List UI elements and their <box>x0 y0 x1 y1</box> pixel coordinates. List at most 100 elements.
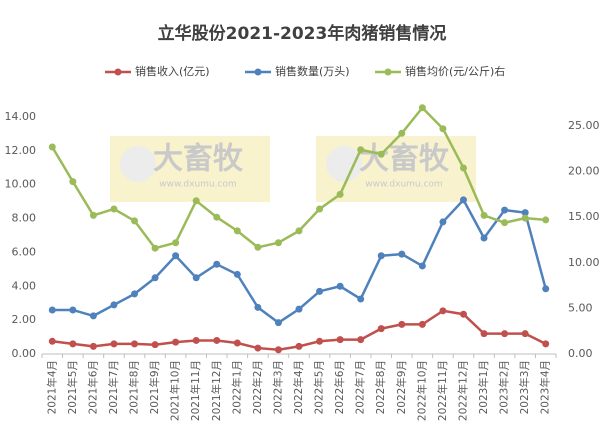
series-point <box>69 178 77 186</box>
x-tick-label: 2021年12月 <box>210 360 223 421</box>
x-tick-label: 2022年6月 <box>333 360 346 414</box>
series-point <box>233 270 241 278</box>
series-point <box>172 239 180 247</box>
series-point <box>254 303 262 311</box>
legend-label: 销售数量(万头) <box>275 64 350 78</box>
y-tick-label: 10.00 <box>5 178 37 191</box>
legend-label: 销售均价(元/公斤)右 <box>405 64 505 78</box>
series-point <box>295 305 303 313</box>
series-point <box>501 330 509 338</box>
legend-marker <box>254 68 262 76</box>
series-point <box>48 143 56 151</box>
chart-title: 立华股份2021-2023年肉猪销售情况 <box>158 23 447 44</box>
series-point <box>192 197 200 205</box>
series-point <box>542 285 550 293</box>
x-tick-label: 2022年12月 <box>456 360 469 421</box>
y2-tick-label: 10.00 <box>568 256 600 269</box>
x-tick-label: 2021年8月 <box>128 360 141 414</box>
y-tick-label: 12.00 <box>5 144 37 157</box>
series-point <box>192 274 200 282</box>
x-tick-label: 2023年3月 <box>518 360 531 414</box>
series-point <box>110 301 118 309</box>
series-point <box>131 290 139 298</box>
series-point <box>377 252 385 260</box>
x-tick-label: 2022年2月 <box>251 360 264 414</box>
series-point <box>89 312 97 320</box>
series-point <box>69 340 77 348</box>
series-point <box>172 338 180 346</box>
watermark-url: www.dxumu.com <box>159 180 236 190</box>
legend-marker <box>114 68 122 76</box>
series-point <box>213 336 221 344</box>
x-tick-label: 2023年2月 <box>498 360 511 414</box>
x-tick-label: 2021年5月 <box>66 360 79 414</box>
x-tick-label: 2022年4月 <box>292 360 305 414</box>
series-point <box>254 243 262 251</box>
x-tick-label: 2022年10月 <box>415 360 428 421</box>
series-point <box>295 342 303 350</box>
series-point <box>172 252 180 260</box>
series-point <box>48 306 56 314</box>
series-point <box>131 217 139 225</box>
y2-tick-label: 25.00 <box>568 119 600 132</box>
series-point <box>418 262 426 270</box>
series-point <box>110 205 118 213</box>
series-point <box>110 340 118 348</box>
series-point <box>151 341 159 349</box>
series-point <box>151 244 159 252</box>
series-point <box>274 319 282 327</box>
series-point <box>89 342 97 350</box>
series-point <box>213 213 221 221</box>
y2-tick-label: 20.00 <box>568 165 600 178</box>
series-point <box>418 104 426 112</box>
series-point <box>316 205 324 213</box>
series-point <box>336 282 344 290</box>
y-tick-label: 8.00 <box>12 212 37 225</box>
series-point <box>398 250 406 258</box>
x-tick-label: 2021年4月 <box>45 360 58 414</box>
series-point <box>377 325 385 333</box>
series-point <box>274 239 282 247</box>
watermark <box>110 136 476 202</box>
y-tick-label: 14.00 <box>5 110 37 123</box>
series-point <box>542 340 550 348</box>
series-point <box>336 190 344 198</box>
series-point <box>274 346 282 354</box>
series-point <box>357 295 365 303</box>
x-tick-label: 2023年4月 <box>539 360 552 414</box>
legend-label: 销售收入(亿元) <box>135 64 210 78</box>
series-point <box>131 340 139 348</box>
y-tick-label: 2.00 <box>12 313 37 326</box>
x-tick-label: 2021年6月 <box>86 360 99 414</box>
series-point <box>233 227 241 235</box>
series-point <box>357 146 365 154</box>
x-tick-label: 2021年9月 <box>148 360 161 414</box>
series-point <box>316 337 324 345</box>
series-point <box>398 129 406 137</box>
series-point <box>459 196 467 204</box>
x-tick-label: 2022年11月 <box>436 360 449 421</box>
x-tick-label: 2022年7月 <box>354 360 367 414</box>
x-tick-label: 2022年9月 <box>395 360 408 414</box>
series-point <box>89 211 97 219</box>
series-point <box>192 336 200 344</box>
x-tick-label: 2022年3月 <box>271 360 284 414</box>
x-tick-label: 2022年8月 <box>374 360 387 414</box>
series-point <box>254 344 262 352</box>
y2-tick-label: 15.00 <box>568 210 600 223</box>
series-point <box>501 206 509 214</box>
series-point <box>439 125 447 133</box>
series-point <box>480 330 488 338</box>
series-point <box>316 287 324 295</box>
series-point <box>521 209 529 217</box>
x-tick-label: 2023年1月 <box>477 360 490 414</box>
series-point <box>418 320 426 328</box>
series-point <box>521 214 529 222</box>
series-point <box>521 330 529 338</box>
series-point <box>377 150 385 158</box>
series-point <box>542 216 550 224</box>
y2-tick-label: 5.00 <box>568 301 593 314</box>
series-point <box>69 306 77 314</box>
y-tick-label: 4.00 <box>12 279 37 292</box>
